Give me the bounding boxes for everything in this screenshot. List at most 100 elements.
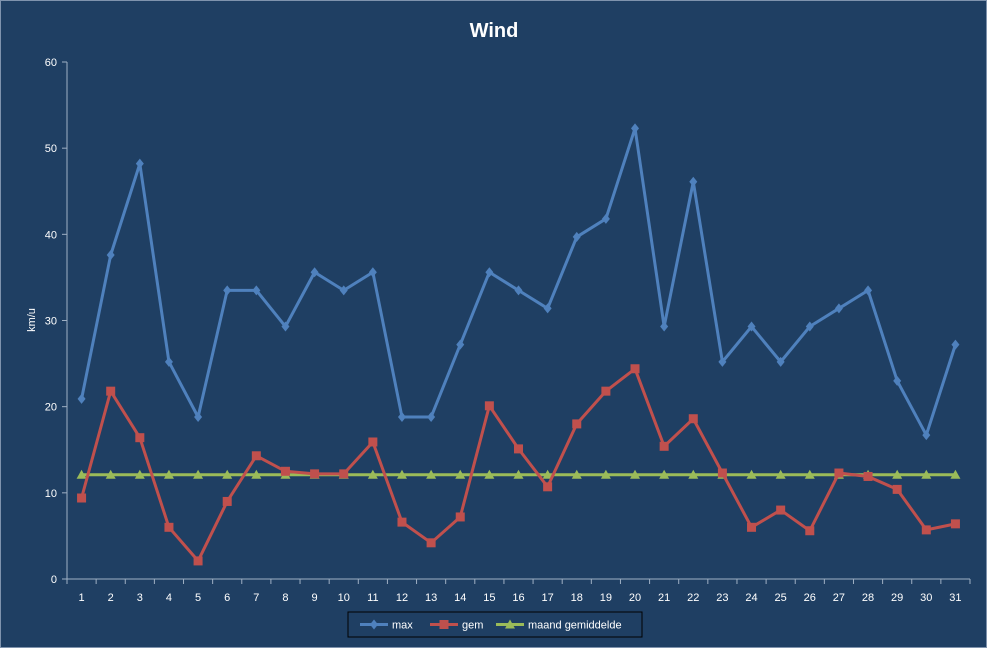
data-point-max [164,356,173,367]
data-point-max [689,176,698,187]
series-layer [76,123,961,566]
data-point-max [747,321,756,332]
x-tick-label: 1 [79,592,85,604]
data-point-max [135,158,144,169]
data-point-maand-gemiddelde [251,469,262,479]
data-point-max [223,285,232,296]
x-tick-label: 19 [600,592,612,604]
data-point-gem [310,469,320,479]
data-point-max [194,412,203,423]
legend-label-gem: gem [462,620,483,632]
data-point-max [106,250,115,261]
x-tick-label: 13 [425,592,437,604]
x-tick-label: 11 [367,592,378,604]
data-point-max [922,430,931,441]
data-point-gem [601,386,611,396]
data-point-gem [776,505,786,515]
y-axis-label: km/u [26,308,38,332]
data-point-maand-gemiddelde [193,469,204,479]
data-point-max [805,321,814,332]
x-tick-label: 18 [571,592,583,604]
data-point-maand-gemiddelde [630,469,641,479]
x-tick-label: 29 [891,592,903,604]
data-point-gem [251,451,261,461]
legend-marker-maand-gemiddelde [505,619,515,629]
x-tick-label: 9 [312,592,318,604]
legend: max gem maand gemiddelde [347,611,643,638]
x-tick-label: 7 [253,592,259,604]
data-point-gem [368,437,378,447]
legend-box [347,611,643,638]
data-point-gem [805,526,815,536]
data-point-max [252,285,261,296]
data-point-maand-gemiddelde [746,469,757,479]
data-point-maand-gemiddelde [659,469,670,479]
y-tick-label: 20 [45,402,57,414]
data-point-gem [572,419,582,429]
data-point-maand-gemiddelde [804,469,815,479]
data-point-gem [106,386,116,396]
data-point-gem [863,471,873,481]
data-point-max [864,285,873,296]
data-point-gem [892,484,902,494]
x-tick-label: 16 [512,592,524,604]
y-tick-label: 60 [45,57,57,69]
data-point-maand-gemiddelde [513,469,524,479]
data-point-max [572,231,581,242]
x-tick-label: 10 [338,592,350,604]
data-point-max [601,213,610,224]
data-point-gem [717,468,727,478]
data-point-max [834,303,843,314]
data-point-max [339,285,348,296]
x-tick-label: 14 [454,592,466,604]
data-point-gem [747,522,757,532]
legend-marker-max [370,619,378,630]
data-point-gem [543,482,553,492]
data-point-gem [659,441,669,451]
data-point-maand-gemiddelde [396,469,407,479]
data-point-max [485,267,494,278]
data-point-max [543,303,552,314]
data-point-maand-gemiddelde [426,469,437,479]
series-line-max [80,126,957,437]
data-point-max [397,412,406,423]
y-tick-label: 10 [45,488,57,500]
series-maand-gemiddelde [76,469,961,479]
data-point-gem [193,556,203,566]
data-point-maand-gemiddelde [571,469,582,479]
legend-marker-gem [439,620,449,629]
series-line-gem [80,367,956,563]
data-point-gem [950,519,960,529]
data-point-maand-gemiddelde [775,469,786,479]
x-tick-label: 20 [629,592,641,604]
chart-title: Wind [470,20,519,42]
data-point-maand-gemiddelde [921,469,932,479]
x-tick-label: 22 [687,592,699,604]
x-tick-label: 17 [542,592,554,604]
data-point-max [631,123,640,134]
data-point-gem [280,466,290,476]
y-tick-label: 40 [45,229,57,241]
x-tick-label: 6 [224,592,230,604]
x-tick-label: 12 [396,592,408,604]
series-gem [77,364,960,566]
x-tick-label: 31 [949,592,961,604]
x-tick-label: 25 [775,592,787,604]
data-point-maand-gemiddelde [163,469,174,479]
y-tick-label: 0 [51,574,57,586]
data-point-gem [834,468,844,478]
series-max [77,123,960,441]
y-tick-label: 50 [45,143,57,155]
x-tick-label: 28 [862,592,874,604]
data-point-max [660,321,669,332]
data-point-max [368,267,377,278]
data-point-gem [135,433,145,443]
data-point-maand-gemiddelde [542,469,553,479]
x-tick-label: 5 [195,592,201,604]
data-point-gem [397,517,407,527]
x-tick-label: 23 [716,592,728,604]
legend-label-maand-gemiddelde: maand gemiddelde [528,620,622,632]
data-point-gem [514,444,523,454]
x-tick-label: 27 [833,592,845,604]
data-point-maand-gemiddelde [484,469,495,479]
